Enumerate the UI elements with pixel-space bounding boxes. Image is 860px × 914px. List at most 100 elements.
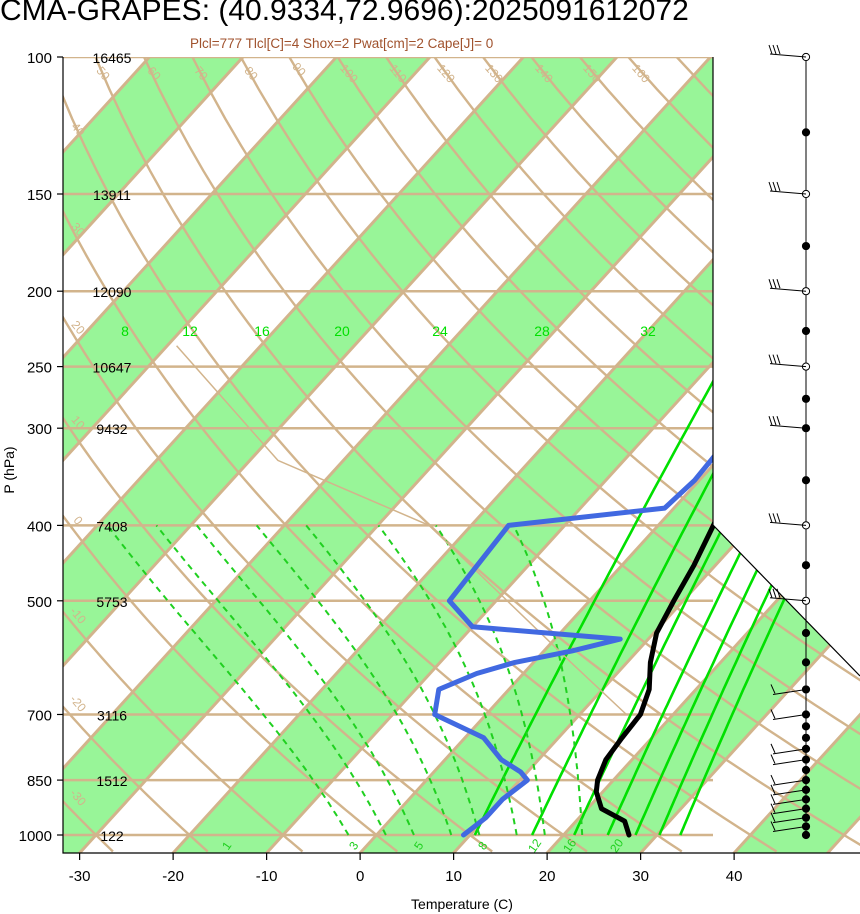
wind-barb-flag	[768, 416, 773, 426]
wind-barb-flag	[776, 513, 781, 523]
wind-barb	[772, 789, 807, 796]
dry-adiabat	[63, 57, 304, 853]
wind-barb	[772, 798, 807, 805]
height-label: 1512	[96, 773, 127, 789]
mixing-ratio-label: 28	[534, 323, 550, 339]
isotherm-line	[63, 57, 290, 853]
wind-level-dot	[801, 561, 811, 570]
isotherm-line	[594, 57, 860, 853]
height-label: 7408	[96, 518, 127, 534]
y-tick-label: 850	[27, 773, 52, 790]
dry-adiabat	[63, 57, 778, 853]
mixing-ratio-label: 12	[182, 323, 198, 339]
isotherm-band	[63, 57, 476, 853]
height-label: 3116	[97, 707, 127, 723]
wind-barb	[772, 808, 807, 815]
wind-barb-flag	[768, 279, 773, 289]
y-tick-label: 150	[27, 187, 52, 204]
wind-barb-flag	[772, 513, 777, 523]
height-label: 12090	[93, 284, 132, 300]
x-tick-label: 10	[445, 868, 462, 885]
wind-barb-flag	[770, 821, 776, 831]
wind-level-dot	[801, 128, 811, 137]
wind-barb-flag	[776, 354, 781, 364]
moist-adiabat	[435, 524, 546, 836]
wind-level-dot	[801, 394, 811, 403]
isotherm-line	[63, 57, 664, 853]
dry-adiabat	[288, 57, 860, 853]
wind-barb-flag	[770, 784, 776, 795]
wind-barb	[769, 521, 807, 526]
wind-barb-flag	[770, 803, 776, 813]
wind-barb-flag	[772, 44, 777, 55]
isotherm-label: 50	[93, 64, 113, 83]
wind-barb-flag	[776, 588, 781, 598]
dry-adiabat-label: 0	[712, 453, 729, 471]
wind-barb	[769, 190, 807, 195]
wind-barb-flag	[770, 684, 776, 694]
wind-level-dot	[801, 658, 811, 667]
height-label: 16465	[93, 50, 132, 66]
wind-barb-flag	[768, 181, 773, 192]
wind-barb-flag	[772, 354, 777, 364]
wind-barb-flag	[768, 354, 773, 364]
wind-level-dot	[801, 241, 811, 251]
wind-barb-flag	[772, 588, 777, 598]
mixing-ratio-label: 20	[334, 323, 350, 339]
isotherm-line	[500, 57, 860, 853]
moist-adiabat	[106, 524, 350, 836]
x-tick-label: 0	[356, 868, 364, 885]
isotherm-line	[63, 57, 758, 853]
temperature-line	[593, 57, 860, 838]
isotherm-label: 120	[434, 61, 458, 86]
chart-title: CMA-GRAPES: (40.9334,72.9696):2025091612…	[0, 0, 689, 27]
wind-barb-flag	[776, 44, 781, 55]
wind-barb-flag	[776, 416, 781, 426]
x-tick-label: -20	[162, 868, 184, 885]
mixing-ratio-line	[473, 337, 739, 836]
y-tick-label: 200	[27, 284, 52, 301]
y-tick-label: 250	[27, 360, 52, 377]
wind-barb-flag	[772, 181, 777, 192]
dry-adiabat-label: 10	[711, 342, 735, 366]
wind-barb-flag	[772, 279, 777, 289]
isotherm-line	[220, 57, 860, 853]
dry-adiabat-label: -30	[829, 623, 857, 650]
wind-barbs	[768, 44, 811, 840]
mixing-ratio-label: 16	[254, 323, 270, 339]
wind-barb-flag	[768, 513, 773, 523]
axis-frame	[62, 57, 860, 854]
plot-area: 50 60 70 80 90 100 110 120 130 140 150 160010203040…	[63, 57, 860, 853]
isotherm-band	[63, 57, 663, 853]
wind-barb	[772, 779, 807, 786]
x-tick-label: -10	[256, 868, 278, 885]
x-tick-label: -30	[69, 868, 91, 885]
y-tick-label: 500	[27, 594, 52, 611]
dry-adiabat-label: -20	[783, 573, 811, 600]
y-tick-label: 300	[27, 421, 52, 438]
dry-adiabat	[385, 57, 860, 853]
axis-frame-right	[712, 57, 860, 677]
isotherm-label: 80	[241, 64, 261, 83]
wind-level-dot	[801, 326, 811, 336]
height-label: 122	[100, 828, 124, 844]
wind-level-dot	[801, 476, 811, 485]
height-label: 13911	[93, 187, 131, 203]
wind-barb-flag	[768, 44, 773, 55]
wind-barb	[772, 688, 807, 695]
dry-adiabat	[63, 57, 683, 853]
wind-barb	[772, 748, 807, 755]
x-tick-label: 40	[726, 868, 743, 885]
wind-barb	[772, 825, 807, 832]
height-label: 5753	[96, 594, 127, 610]
moist-adiabat	[255, 524, 453, 836]
wind-barb-flag	[770, 794, 776, 804]
x-axis-label: Temperature (C)	[411, 896, 513, 912]
moist-adiabat	[377, 524, 518, 836]
parcel-line	[176, 345, 627, 716]
wind-barb-flag	[770, 743, 776, 754]
wind-barb-flag	[776, 279, 781, 289]
y-axis-label: P (hPa)	[1, 446, 17, 493]
mixing-ratio-line	[530, 337, 787, 836]
